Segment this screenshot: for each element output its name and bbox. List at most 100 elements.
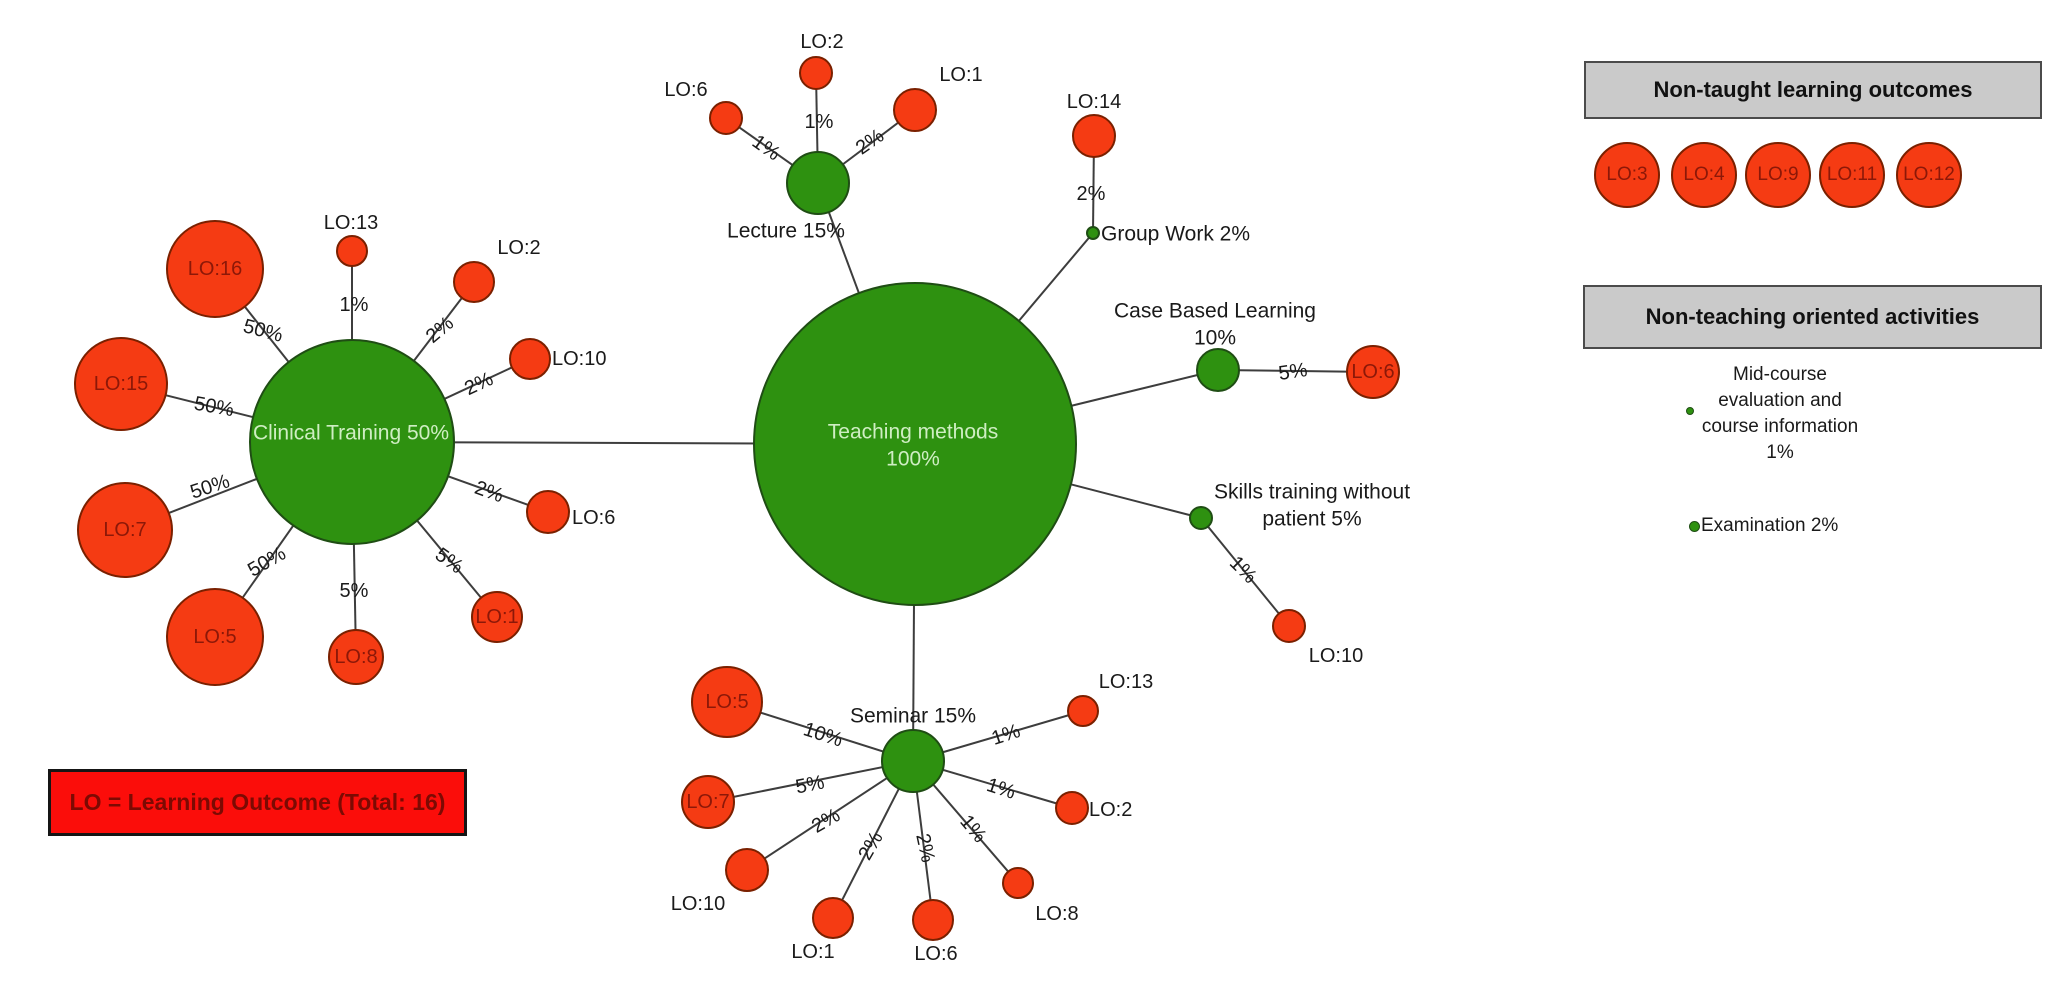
pct-label-clinical-lo7: 50% (188, 470, 233, 503)
lo-circle-clinical-lo6 (526, 490, 570, 534)
lo-label-seminar-lo5: LO:5 (705, 691, 748, 713)
edge-seminar-lo10 (746, 760, 914, 871)
hub-label-casebased-line2: 10% (1194, 327, 1236, 350)
pct-label-seminar-lo2: 1% (984, 774, 1018, 804)
lo-chip-label: LO:12 (1903, 164, 1955, 185)
hub-circle-lecture (786, 151, 850, 215)
lo-label-seminar-lo1: LO:1 (791, 941, 834, 963)
pct-label-clinical-lo6: 2% (472, 477, 507, 508)
legend-text: LO = Learning Outcome (Total: 16) (69, 789, 446, 815)
pct-label-clinical-lo15: 50% (192, 393, 235, 422)
pct-label-clinical-lo10: 2% (461, 368, 497, 400)
lo-label-clinical-lo16: LO:16 (188, 258, 242, 280)
legend-box: LO = Learning Outcome (Total: 16) (48, 769, 467, 836)
lo-label-clinical-lo8: LO:8 (334, 646, 377, 668)
midcourse-dot (1686, 407, 1694, 415)
pct-label-lecture-lo2: 1% (805, 111, 834, 133)
lo-circle-clinical-lo10 (509, 338, 551, 380)
examination-dot (1689, 521, 1700, 532)
lo-label-seminar-lo10: LO:10 (671, 893, 725, 915)
lo-label-seminar-lo6: LO:6 (914, 943, 957, 965)
hub-label-casebased-line1: Case Based Learning (1114, 300, 1316, 323)
pct-label-clinical-lo8: 5% (340, 580, 369, 602)
hub-label-teaching-line2: 100% (886, 448, 940, 471)
lo-label-lecture-lo1: LO:1 (939, 64, 982, 86)
lo-circle-clinical-lo13 (336, 235, 368, 267)
lo-circle-seminar-lo1 (812, 897, 854, 939)
lo-label-lecture-lo2: LO:2 (800, 31, 843, 53)
hub-label-skills-line1: Skills training without (1214, 481, 1410, 504)
lo-circle-clinical-lo1 (471, 591, 523, 643)
hub-circle-casebased (1196, 348, 1240, 392)
hub-label-teaching-line1: Teaching methods (828, 421, 998, 444)
midcourse-label: Mid-course evaluation and course informa… (1701, 364, 1859, 463)
lo-label-seminar-lo13: LO:13 (1099, 671, 1153, 693)
lo-circle-seminar-lo8 (1002, 867, 1034, 899)
lo-circle-clinical-lo16 (166, 220, 264, 318)
lo-label-clinical-lo10: LO:10 (552, 348, 606, 370)
non-taught-title-text: Non-taught learning outcomes (1653, 77, 1973, 102)
pct-label-skills-lo10: 1% (1225, 552, 1261, 588)
lo-circle-seminar-lo10 (725, 848, 769, 892)
examination-label: Examination 2% (1701, 515, 1839, 536)
pct-label-lecture-lo6: 1% (748, 131, 784, 166)
pct-label-seminar-lo7: 5% (794, 771, 827, 798)
pct-label-seminar-lo6: 2% (911, 832, 939, 865)
lo-circle-lecture-lo2 (799, 56, 833, 90)
pct-label-casebased-lo6: 5% (1277, 359, 1309, 385)
lo-circle-seminar-lo13 (1067, 695, 1099, 727)
pct-label-clinical-lo16: 50% (241, 315, 286, 347)
lo-label-groupwork-lo14: LO:14 (1067, 91, 1121, 113)
edge-skills-lo10 (1200, 517, 1290, 627)
pct-label-clinical-lo5: 50% (244, 542, 290, 581)
lo-label-seminar-lo7: LO:7 (686, 791, 729, 813)
hub-circle-groupwork (1086, 226, 1100, 240)
non-taught-lo-circle: LO:4 (1671, 142, 1737, 208)
lo-chip-label: LO:11 (1826, 164, 1878, 185)
non-taught-lo-circle: LO:3 (1594, 142, 1660, 208)
non-taught-panel-title: Non-taught learning outcomes (1584, 61, 2042, 119)
lo-label-clinical-lo7: LO:7 (103, 519, 146, 541)
lo-circle-skills-lo10 (1272, 609, 1306, 643)
lo-label-casebased-lo6: LO:6 (1351, 361, 1394, 383)
non-taught-lo-circle: LO:12 (1896, 142, 1962, 208)
lo-label-clinical-lo2: LO:2 (497, 237, 540, 259)
lo-label-clinical-lo5: LO:5 (193, 626, 236, 648)
lo-label-skills-lo10: LO:10 (1309, 645, 1363, 667)
lo-circle-seminar-lo6 (912, 899, 954, 941)
lo-circle-seminar-lo5 (691, 666, 763, 738)
non-taught-lo-circle: LO:11 (1819, 142, 1885, 208)
hub-circle-clinical (249, 339, 455, 545)
lo-label-clinical-lo1: LO:1 (475, 606, 518, 628)
lo-circle-casebased-lo6 (1346, 345, 1400, 399)
lo-circle-lecture-lo6 (709, 101, 743, 135)
lo-label-clinical-lo6: LO:6 (572, 507, 615, 529)
lo-label-clinical-lo13: LO:13 (324, 212, 378, 234)
non-teaching-panel-title: Non-teaching oriented activities (1583, 285, 2042, 349)
hub-circle-seminar (881, 729, 945, 793)
lo-circle-clinical-lo5 (166, 588, 264, 686)
lo-circle-seminar-lo7 (681, 775, 735, 829)
lo-label-clinical-lo15: LO:15 (94, 373, 148, 395)
lo-chip-label: LO:3 (1606, 164, 1648, 185)
lo-label-seminar-lo8: LO:8 (1035, 903, 1078, 925)
pct-label-seminar-lo1: 2% (854, 828, 888, 864)
pct-label-seminar-lo5: 10% (801, 718, 846, 751)
pct-label-groupwork-lo14: 2% (1077, 183, 1106, 205)
hub-circle-skills (1189, 506, 1213, 530)
hub-label-clinical: Clinical Training 50% (253, 422, 449, 445)
lo-circle-clinical-lo7 (77, 482, 173, 578)
hub-circle-teaching (753, 282, 1077, 606)
lo-label-seminar-lo2: LO:2 (1089, 799, 1132, 821)
lo-circle-groupwork-lo14 (1072, 114, 1116, 158)
edge-seminar-lo7 (707, 760, 914, 803)
hub-label-seminar: Seminar 15% (850, 705, 976, 728)
lo-circle-clinical-lo2 (453, 261, 495, 303)
hub-label-skills-line2: patient 5% (1262, 508, 1361, 531)
hub-label-lecture: Lecture 15% (727, 220, 845, 243)
pct-label-seminar-lo13: 1% (989, 720, 1023, 750)
hub-label-groupwork: Group Work 2% (1101, 223, 1250, 246)
lo-circle-clinical-lo15 (74, 337, 168, 431)
